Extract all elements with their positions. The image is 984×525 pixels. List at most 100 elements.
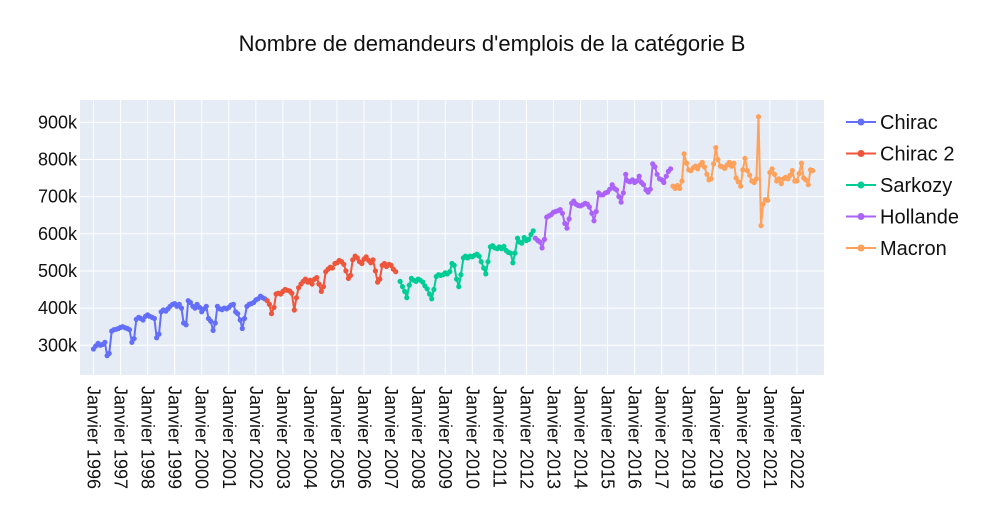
x-axis-tick-labels: Janvier 1996 Janvier 1997 Janvier 1998 Janv… xyxy=(84,386,807,489)
data-point xyxy=(131,336,137,342)
data-point xyxy=(354,255,360,261)
x-tick-label: Janvier 2016 xyxy=(625,386,645,489)
series-macron xyxy=(670,114,816,229)
data-point xyxy=(476,253,482,259)
data-point xyxy=(713,145,719,151)
chart-title: Nombre de demandeurs d'emplois de la cat… xyxy=(239,31,746,56)
data-point xyxy=(485,259,491,265)
data-point xyxy=(740,167,746,173)
data-point xyxy=(668,166,674,172)
legend[interactable]: Chirac Chirac 2 Sarkozy Hollande Macron xyxy=(846,112,959,260)
data-point xyxy=(620,190,626,196)
x-tick-label: Janvier 2009 xyxy=(435,386,455,489)
y-axis-tick-labels: 300k 400k 500k 600k 700k 800k 900k xyxy=(38,112,78,355)
data-point xyxy=(106,350,112,356)
x-tick-label: Janvier 1997 xyxy=(111,386,131,489)
data-point xyxy=(704,171,710,177)
data-point xyxy=(397,278,403,284)
data-point xyxy=(760,201,766,207)
data-point xyxy=(684,160,690,166)
data-point xyxy=(701,164,708,170)
data-point xyxy=(241,315,248,322)
data-point xyxy=(755,114,762,120)
legend-marker xyxy=(857,213,865,220)
y-tick-label: 400k xyxy=(38,298,78,318)
data-point xyxy=(404,295,410,301)
legend-marker xyxy=(857,181,865,189)
legend-item[interactable]: Hollande xyxy=(846,207,959,229)
x-tick-label: Janvier 2018 xyxy=(679,386,699,489)
legend-item[interactable]: Macron xyxy=(846,238,947,260)
data-point xyxy=(564,225,570,231)
series-sarkozy xyxy=(397,228,536,302)
data-point xyxy=(539,245,545,251)
data-point xyxy=(636,173,642,179)
legend-marker xyxy=(857,150,865,157)
data-point xyxy=(208,318,214,324)
data-point xyxy=(230,301,236,307)
data-point xyxy=(291,307,297,313)
legend-item[interactable]: Chirac 2 xyxy=(846,144,954,166)
plot-area xyxy=(80,100,824,375)
x-tick-label: Janvier 2000 xyxy=(192,386,212,489)
legend-label: Chirac xyxy=(880,112,938,134)
x-tick-label: Janvier 2022 xyxy=(787,386,807,489)
y-tick-label: 500k xyxy=(38,261,78,281)
data-point xyxy=(731,160,737,166)
data-point xyxy=(537,239,543,245)
x-tick-label: Janvier 2019 xyxy=(706,386,726,489)
x-tick-label: Janvier 1996 xyxy=(84,386,104,489)
data-point xyxy=(197,304,203,310)
legend-item[interactable]: Chirac xyxy=(846,112,938,134)
legend-label: Macron xyxy=(880,238,947,260)
data-point xyxy=(359,260,365,267)
data-point xyxy=(237,317,243,323)
data-point xyxy=(478,259,484,265)
x-tick-label: Janvier 1999 xyxy=(165,386,185,489)
data-point xyxy=(343,268,349,274)
legend-item[interactable]: Sarkozy xyxy=(846,175,952,197)
x-tick-label: Janvier 2014 xyxy=(571,386,591,489)
data-point xyxy=(530,228,536,234)
data-point xyxy=(699,159,705,165)
data-point xyxy=(187,299,193,306)
data-point xyxy=(661,179,667,186)
data-point xyxy=(268,311,275,317)
x-tick-label: Janvier 2021 xyxy=(760,386,780,489)
x-tick-label: Janvier 2012 xyxy=(516,386,536,489)
data-point xyxy=(126,327,133,333)
data-point xyxy=(634,178,640,184)
series-chirac xyxy=(90,293,268,359)
data-point xyxy=(426,291,433,297)
data-point xyxy=(370,257,376,263)
data-point xyxy=(526,236,532,242)
y-tick-label: 900k xyxy=(38,112,78,132)
data-point xyxy=(586,204,593,210)
data-point xyxy=(350,257,356,263)
x-tick-label: Janvier 2004 xyxy=(300,386,320,489)
data-point xyxy=(296,285,302,291)
data-point xyxy=(406,282,412,288)
vertical-gridlines xyxy=(93,100,798,375)
data-point xyxy=(289,290,295,296)
x-tick-label: Janvier 2017 xyxy=(652,386,672,489)
data-point xyxy=(501,243,507,249)
y-tick-label: 700k xyxy=(38,187,78,207)
data-point xyxy=(652,164,658,170)
data-point xyxy=(715,156,721,163)
data-point xyxy=(293,295,299,301)
data-point xyxy=(623,171,629,177)
legend-label: Chirac 2 xyxy=(880,144,954,166)
data-point xyxy=(677,185,683,191)
data-point xyxy=(431,286,437,293)
data-point xyxy=(758,223,764,229)
x-tick-label: Janvier 2003 xyxy=(273,386,293,489)
data-point xyxy=(154,335,160,341)
data-point xyxy=(377,276,383,282)
data-point xyxy=(210,327,216,333)
data-point xyxy=(618,199,624,205)
x-tick-label: Janvier 2005 xyxy=(327,386,347,489)
data-point xyxy=(765,197,771,203)
data-point xyxy=(679,178,685,184)
